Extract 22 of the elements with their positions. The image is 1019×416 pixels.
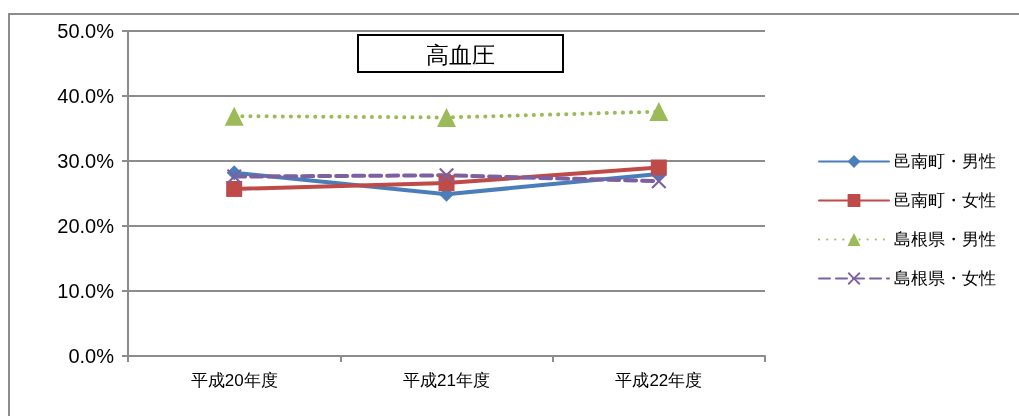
x-tick-label: 平成22年度 bbox=[615, 371, 703, 390]
y-tick-label: 50.0% bbox=[57, 20, 115, 42]
point bbox=[226, 169, 242, 185]
legend-label: 邑南町・女性 bbox=[894, 191, 996, 210]
y-tick-label: 20.0% bbox=[57, 215, 115, 237]
point bbox=[649, 102, 669, 122]
point bbox=[224, 106, 244, 126]
point bbox=[226, 180, 243, 197]
y-tick-label: 30.0% bbox=[57, 150, 115, 172]
point bbox=[651, 173, 667, 189]
y-tick-label: 10.0% bbox=[57, 280, 115, 302]
legend-label: 島根県・女性 bbox=[894, 269, 996, 288]
legend-label: 邑南町・男性 bbox=[894, 152, 996, 171]
text: 高血圧 bbox=[426, 41, 495, 68]
point bbox=[437, 107, 456, 127]
y-tick-label: 40.0% bbox=[57, 85, 115, 107]
point bbox=[650, 159, 667, 176]
legend-label: 島根県・男性 bbox=[894, 230, 996, 249]
point bbox=[439, 167, 454, 183]
x-tick-label: 平成21年度 bbox=[403, 371, 490, 390]
x-tick-label: 平成20年度 bbox=[190, 371, 278, 390]
y-tick-label: 0.0% bbox=[68, 345, 115, 367]
